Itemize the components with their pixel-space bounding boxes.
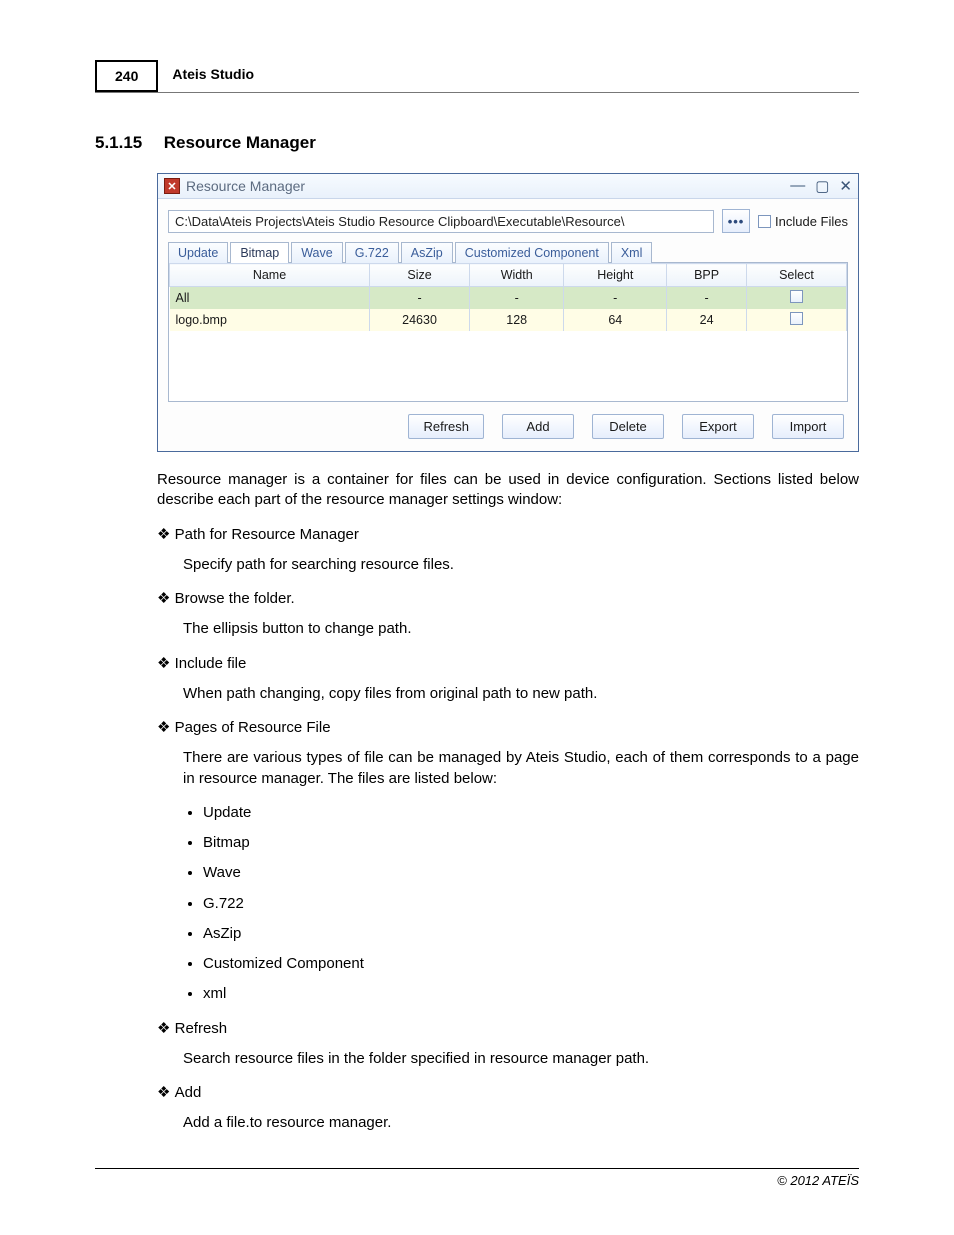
- checkbox-icon: [790, 312, 803, 325]
- app-icon: ✕: [164, 178, 180, 194]
- col-select[interactable]: Select: [746, 264, 846, 287]
- list-item: xml: [203, 984, 859, 1004]
- cell-select[interactable]: [746, 309, 846, 331]
- item-title: Path for Resource Manager: [157, 526, 359, 543]
- tab-wave[interactable]: Wave: [291, 242, 343, 263]
- col-name[interactable]: Name: [170, 264, 370, 287]
- include-files-label: Include Files: [775, 214, 848, 229]
- tab-aszip[interactable]: AsZip: [401, 242, 453, 263]
- list-item: Customized Component: [203, 954, 859, 974]
- tab-bar: UpdateBitmapWaveG.722AsZipCustomized Com…: [168, 241, 848, 262]
- page-footer: © 2012 ATEÏS: [95, 1168, 859, 1188]
- tab-update[interactable]: Update: [168, 242, 228, 263]
- close-icon[interactable]: ✕: [839, 177, 852, 195]
- item-title: Refresh: [157, 1020, 227, 1037]
- table-header-row: NameSizeWidthHeightBPPSelect: [170, 264, 847, 287]
- checkbox-icon: [758, 215, 771, 228]
- cell-select[interactable]: [746, 287, 846, 310]
- cell-size: 24630: [370, 309, 470, 331]
- item-body: Specify path for searching resource file…: [183, 555, 859, 575]
- col-width[interactable]: Width: [470, 264, 564, 287]
- action-bar: Refresh Add Delete Export Import: [168, 402, 848, 443]
- section-title: Resource Manager: [164, 133, 316, 152]
- section-number: 5.1.15: [95, 133, 159, 153]
- item-body: Add a file.to resource manager.: [183, 1113, 859, 1133]
- cell-size: -: [370, 287, 470, 310]
- browse-button[interactable]: •••: [722, 209, 750, 233]
- maximize-icon[interactable]: ▢: [815, 177, 829, 195]
- import-button[interactable]: Import: [772, 414, 844, 439]
- page-header: 240 Ateis Studio: [95, 60, 859, 93]
- cell-bpp: 24: [667, 309, 747, 331]
- list-item: Bitmap: [203, 833, 859, 853]
- path-input[interactable]: C:\Data\Ateis Projects\Ateis Studio Reso…: [168, 210, 714, 233]
- window-title: Resource Manager: [186, 178, 790, 194]
- refresh-button[interactable]: Refresh: [408, 414, 484, 439]
- resource-table: NameSizeWidthHeightBPPSelect All----logo…: [168, 262, 848, 402]
- item-title: Add: [157, 1084, 201, 1101]
- list-item: Update: [203, 803, 859, 823]
- list-item: Wave: [203, 863, 859, 883]
- section-heading: 5.1.15 Resource Manager: [95, 133, 859, 153]
- item-body: There are various types of file can be m…: [183, 748, 859, 789]
- col-height[interactable]: Height: [564, 264, 667, 287]
- delete-button[interactable]: Delete: [592, 414, 664, 439]
- col-size[interactable]: Size: [370, 264, 470, 287]
- item-title: Browse the folder.: [157, 590, 295, 607]
- page-number: 240: [95, 60, 158, 92]
- item-body: Search resource files in the folder spec…: [183, 1049, 859, 1069]
- list-item: AsZip: [203, 924, 859, 944]
- cell-height: 64: [564, 309, 667, 331]
- table-row[interactable]: All----: [170, 287, 847, 310]
- item-body: The ellipsis button to change path.: [183, 619, 859, 639]
- list-item: G.722: [203, 894, 859, 914]
- cell-bpp: -: [667, 287, 747, 310]
- minimize-icon[interactable]: —: [790, 177, 805, 195]
- item-body: When path changing, copy files from orig…: [183, 684, 859, 704]
- cell-width: -: [470, 287, 564, 310]
- product-name: Ateis Studio: [172, 66, 254, 86]
- item-title: Pages of Resource File: [157, 719, 331, 736]
- item-title: Include file: [157, 655, 246, 672]
- export-button[interactable]: Export: [682, 414, 754, 439]
- cell-height: -: [564, 287, 667, 310]
- tab-xml[interactable]: Xml: [611, 242, 653, 263]
- col-bpp[interactable]: BPP: [667, 264, 747, 287]
- window-titlebar: ✕ Resource Manager — ▢ ✕: [158, 174, 858, 199]
- checkbox-icon: [790, 290, 803, 303]
- file-type-list: Update Bitmap Wave G.722 AsZip Customized Com…: [203, 803, 859, 1005]
- include-files-checkbox[interactable]: Include Files: [758, 214, 848, 229]
- add-button[interactable]: Add: [502, 414, 574, 439]
- tab-bitmap[interactable]: Bitmap: [230, 242, 289, 263]
- resource-manager-window: ✕ Resource Manager — ▢ ✕ C:\Data\Ateis P…: [157, 173, 859, 452]
- lead-paragraph: Resource manager is a container for file…: [157, 470, 859, 511]
- cell-width: 128: [470, 309, 564, 331]
- cell-name: All: [170, 287, 370, 310]
- cell-name: logo.bmp: [170, 309, 370, 331]
- table-row[interactable]: logo.bmp246301286424: [170, 309, 847, 331]
- tab-g-722[interactable]: G.722: [345, 242, 399, 263]
- tab-customized-component[interactable]: Customized Component: [455, 242, 609, 263]
